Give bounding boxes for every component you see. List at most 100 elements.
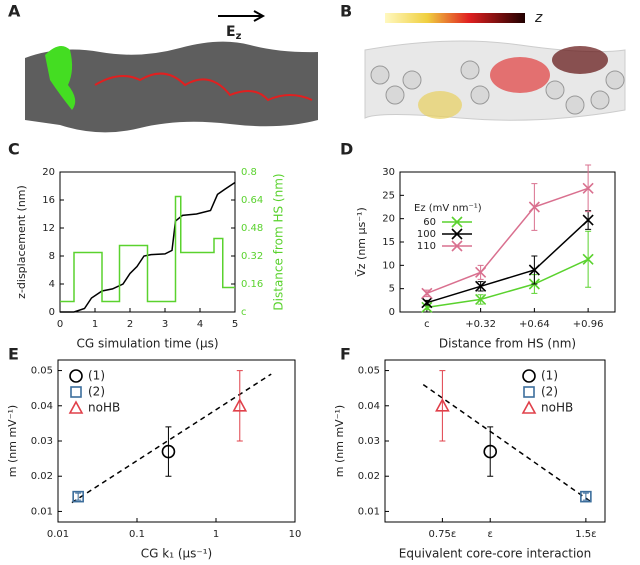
x-tick-label: 0 (57, 319, 63, 330)
density-high (552, 46, 608, 74)
error-bar (582, 492, 589, 501)
legend-marker (451, 240, 463, 252)
y2-tick-label: 0.16 (241, 279, 263, 290)
data-point (72, 490, 84, 503)
legend-label: 100 (417, 229, 436, 240)
y-tick-label: 0 (389, 307, 395, 318)
panel-label: A (8, 2, 21, 21)
y-tick-label: 20 (42, 167, 55, 178)
series-line (60, 195, 235, 303)
series-line (426, 258, 589, 309)
y-tick-label: 0 (49, 307, 55, 318)
x-axis-label: Distance from HS (nm) (439, 337, 576, 351)
plot-frame (59, 171, 236, 313)
data-point (582, 214, 594, 226)
x-tick-label: ε (488, 529, 493, 540)
y-axis-label: m (nm mV⁻¹) (6, 405, 19, 477)
legend-marker (522, 369, 536, 383)
x-tick-label: 1 (213, 529, 219, 540)
error-bar (75, 492, 82, 501)
color-scale (385, 13, 525, 23)
legend-label: (1) (541, 369, 558, 383)
y-tick-label: 0.03 (358, 436, 380, 447)
legend-marker (70, 386, 82, 398)
x-tick-label: c (424, 319, 430, 330)
x-tick-label: +0.64 (519, 319, 550, 330)
legend-marker (521, 400, 537, 414)
x-axis-label: CG simulation time (μs) (76, 337, 218, 351)
data-point (421, 297, 433, 309)
y-tick-label: 30 (382, 167, 395, 178)
data-point (483, 444, 498, 459)
legend-label: (1) (88, 369, 105, 383)
density-low (418, 91, 462, 119)
y-tick-label: 12 (42, 223, 55, 234)
field-arrowhead (253, 10, 266, 22)
y-tick-label: 16 (42, 195, 55, 206)
x-tick-label: 2 (127, 319, 133, 330)
series-line (426, 187, 589, 295)
legend-label: noHB (541, 401, 573, 415)
y2-tick-label: 0.48 (241, 223, 263, 234)
y-axis-label: z-displacement (nm) (15, 185, 28, 299)
y-tick-label: 0.02 (31, 471, 53, 482)
data-point (582, 182, 594, 194)
data-point (421, 301, 433, 313)
data-point (475, 280, 487, 292)
x-tick-label: 0.01 (47, 529, 69, 540)
legend-label: (2) (541, 385, 558, 399)
x-tick-label: +0.96 (573, 319, 604, 330)
y-tick-label: 0.01 (358, 506, 380, 517)
panel-label: E (8, 345, 19, 364)
plot-frame (384, 359, 606, 523)
path-arrows (94, 72, 313, 102)
y2-tick-label: 0.32 (241, 251, 263, 262)
data-point (528, 201, 540, 213)
y-axis-label: V̄z (nm μs⁻¹) (355, 207, 368, 277)
legend-label: (2) (88, 385, 105, 399)
error-bar (165, 426, 172, 477)
x-tick-label: +0.32 (465, 319, 496, 330)
field-label-main: E (226, 24, 236, 40)
legend-marker (451, 228, 463, 240)
x-axis-label: Equivalent core-core interaction (399, 547, 591, 561)
panel-label: D (340, 140, 353, 159)
legend-marker (451, 216, 463, 228)
y-tick-label: 0.05 (31, 366, 53, 377)
data-point (528, 264, 540, 276)
panel-label: C (8, 140, 20, 159)
panel-label: F (340, 345, 351, 364)
y-tick-label: 0.05 (358, 366, 380, 377)
y-tick-label: 4 (49, 279, 55, 290)
y-tick-label: 5 (389, 284, 395, 295)
y-axis-label: m (nm mV⁻¹) (333, 405, 346, 477)
y-tick-label: 0.01 (31, 506, 53, 517)
panel-b: B z (340, 2, 626, 121)
density-mid (490, 57, 550, 93)
panel-label: B (340, 2, 352, 21)
legend-label: 60 (423, 217, 436, 228)
protein-surface (25, 41, 318, 133)
data-point (475, 266, 487, 278)
x-tick-label: 4 (197, 319, 203, 330)
legend-marker (69, 369, 83, 383)
series-line (426, 219, 589, 304)
x-tick-label: 10 (289, 529, 302, 540)
y-tick-label: 0.02 (358, 471, 380, 482)
data-point (475, 293, 487, 305)
y2-tick-label: 0.8 (241, 167, 257, 178)
data-point (232, 398, 248, 412)
y2-tick-label: 0.64 (241, 195, 263, 206)
data-point (161, 444, 176, 459)
legend-label: 110 (417, 241, 436, 252)
y-tick-label: 15 (382, 237, 395, 248)
legend-marker (68, 400, 84, 414)
data-point (421, 287, 433, 299)
x-tick-label: 3 (162, 319, 168, 330)
x-axis-label: CG k₁ (μs⁻¹) (141, 547, 212, 561)
y2-axis-label: Distance from HS (nm) (272, 173, 286, 310)
data-point (580, 490, 592, 503)
legend-marker (523, 386, 535, 398)
x-tick-label: 1 (92, 319, 98, 330)
x-tick-label: 0.1 (129, 529, 145, 540)
